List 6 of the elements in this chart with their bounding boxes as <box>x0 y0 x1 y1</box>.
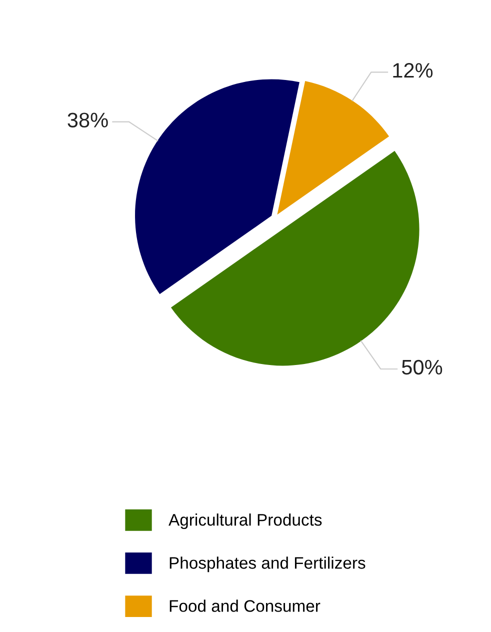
legend-label: Food and Consumer <box>170 600 320 612</box>
legend-label: Phosphates and Fertilizers <box>170 556 366 572</box>
data-label: 12% <box>393 63 433 78</box>
data-label: 50% <box>402 360 442 375</box>
data-label: 38% <box>68 112 108 128</box>
legend-label: Agricultural Products <box>168 514 322 530</box>
